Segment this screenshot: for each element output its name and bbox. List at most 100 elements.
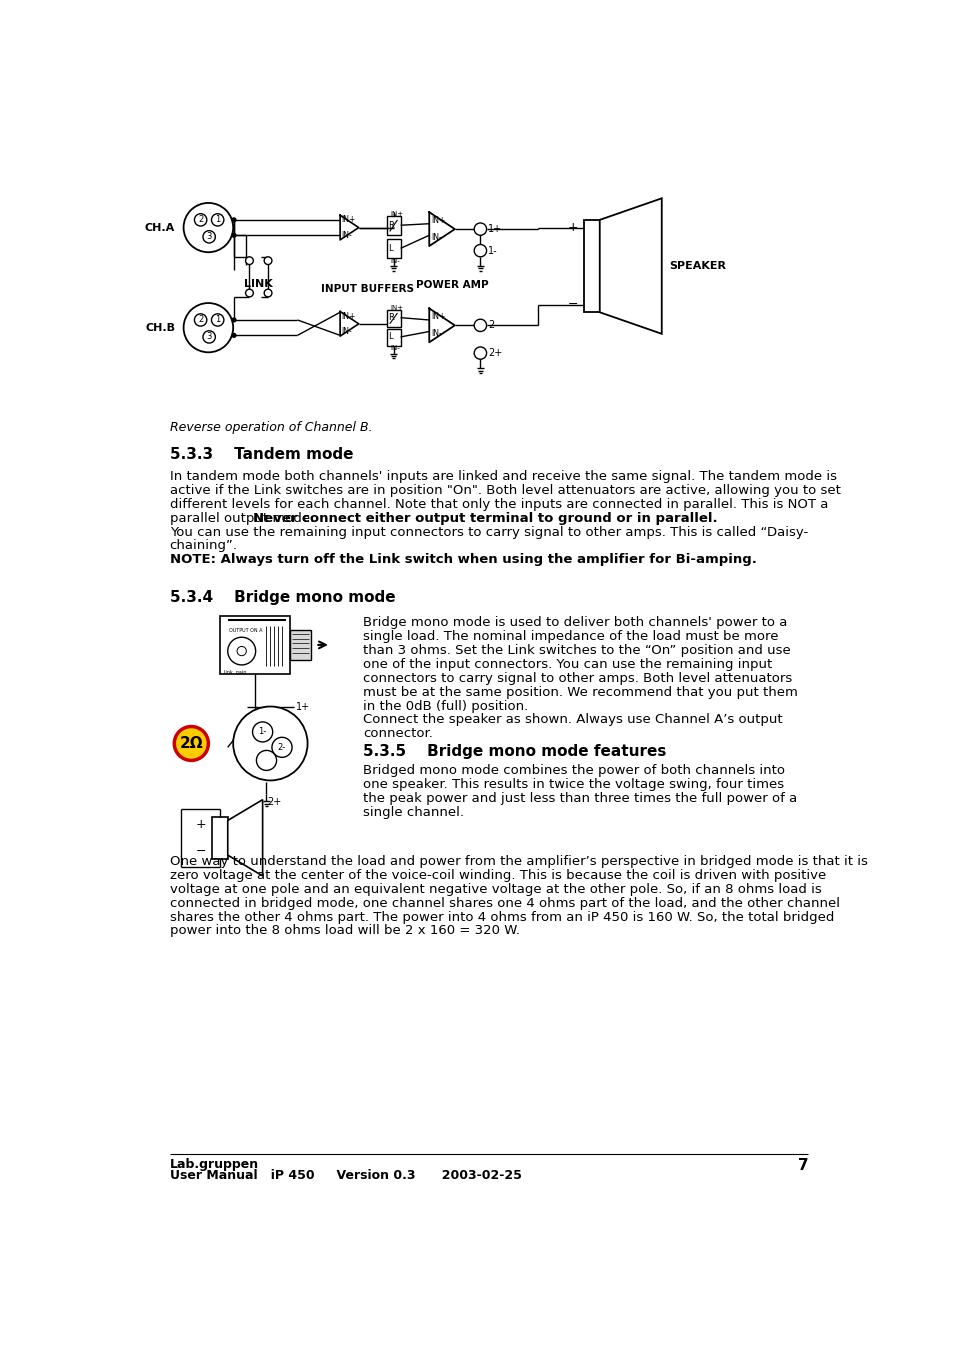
Text: 5.3.3    Tandem mode: 5.3.3 Tandem mode	[170, 447, 353, 462]
Bar	[290, 631, 311, 659]
Text: 1-: 1-	[488, 246, 497, 255]
Circle shape	[232, 218, 235, 222]
Text: +: +	[195, 817, 206, 831]
Text: OUTPUT ON A: OUTPUT ON A	[229, 628, 262, 634]
Text: User Manual   iP 450     Version 0.3      2003-02-25: User Manual iP 450 Version 0.3 2003-02-2…	[170, 1169, 521, 1182]
Circle shape	[174, 727, 208, 761]
Text: 2: 2	[198, 316, 203, 324]
Text: SPEAKER: SPEAKER	[669, 261, 726, 272]
Text: power into the 8 ohms load will be 2 x 160 = 320 W.: power into the 8 ohms load will be 2 x 1…	[170, 924, 519, 938]
Text: INPUT BUFFERS: INPUT BUFFERS	[320, 284, 414, 295]
Circle shape	[194, 213, 207, 226]
Text: IN-: IN-	[341, 231, 352, 239]
Text: 1+: 1+	[295, 701, 310, 712]
Text: L: L	[388, 245, 393, 253]
Circle shape	[183, 203, 233, 253]
Text: LINK: LINK	[244, 278, 273, 289]
Text: IN-: IN-	[390, 258, 400, 263]
Circle shape	[203, 331, 215, 343]
Bar	[386, 216, 400, 235]
Circle shape	[232, 317, 235, 322]
Text: link  gain: link gain	[224, 670, 246, 676]
Circle shape	[474, 347, 486, 359]
Text: connected in bridged mode, one channel shares one 4 ohms part of the load, and t: connected in bridged mode, one channel s…	[170, 897, 839, 909]
Circle shape	[183, 303, 233, 353]
Text: single load. The nominal impedance of the load must be more: single load. The nominal impedance of th…	[363, 631, 778, 643]
Text: 2-: 2-	[488, 320, 497, 331]
Bar	[220, 616, 290, 674]
Text: the peak power and just less than three times the full power of a: the peak power and just less than three …	[363, 792, 797, 805]
Text: CH.B: CH.B	[145, 323, 174, 332]
Circle shape	[245, 289, 253, 297]
Bar	[386, 330, 400, 346]
Text: Bridged mono mode combines the power of both channels into: Bridged mono mode combines the power of …	[363, 765, 784, 777]
Text: zero voltage at the center of the voice-coil winding. This is because the coil i: zero voltage at the center of the voice-…	[170, 869, 825, 882]
Circle shape	[253, 721, 273, 742]
Text: IN-: IN-	[390, 346, 400, 351]
Text: You can use the remaining input connectors to carry signal to other amps. This i: You can use the remaining input connecto…	[170, 526, 807, 539]
Circle shape	[212, 213, 224, 226]
Circle shape	[212, 313, 224, 326]
Text: shares the other 4 ohms part. The power into 4 ohms from an iP 450 is 160 W. So,: shares the other 4 ohms part. The power …	[170, 911, 833, 924]
Text: connector.: connector.	[363, 727, 433, 740]
Bar	[212, 816, 228, 859]
Text: 2Ω: 2Ω	[179, 736, 203, 751]
Circle shape	[203, 231, 215, 243]
Text: NOTE: Always turn off the Link switch when using the amplifier for Bi-amping.: NOTE: Always turn off the Link switch wh…	[170, 554, 756, 566]
Text: single channel.: single channel.	[363, 805, 464, 819]
Text: Never connect either output terminal to ground or in parallel.: Never connect either output terminal to …	[253, 512, 718, 524]
Bar	[386, 309, 400, 327]
Circle shape	[256, 750, 276, 770]
Text: must be at the same position. We recommend that you put them: must be at the same position. We recomme…	[363, 686, 798, 698]
Text: 3: 3	[206, 332, 212, 342]
Text: one of the input connectors. You can use the remaining input: one of the input connectors. You can use…	[363, 658, 772, 671]
Text: active if the Link switches are in position "On". Both level attenuators are act: active if the Link switches are in posit…	[170, 484, 840, 497]
Circle shape	[245, 257, 253, 265]
Text: IN-: IN-	[431, 330, 441, 338]
Text: IN+: IN+	[431, 312, 445, 322]
Text: chaining”.: chaining”.	[170, 539, 237, 553]
Polygon shape	[228, 800, 262, 875]
Text: connectors to carry signal to other amps. Both level attenuators: connectors to carry signal to other amps…	[363, 671, 792, 685]
Text: POWER AMP: POWER AMP	[416, 280, 488, 290]
Text: 1: 1	[214, 316, 220, 324]
Text: one speaker. This results in twice the voltage swing, four times: one speaker. This results in twice the v…	[363, 778, 783, 792]
Circle shape	[474, 319, 486, 331]
Text: 2+: 2+	[267, 797, 281, 808]
Text: IN+: IN+	[431, 216, 445, 226]
Circle shape	[236, 646, 246, 655]
Text: 5.3.5    Bridge mono mode features: 5.3.5 Bridge mono mode features	[363, 744, 666, 759]
Text: 2: 2	[198, 215, 203, 224]
Circle shape	[232, 234, 235, 238]
Text: IN-: IN-	[341, 327, 352, 336]
Text: parallel output mode.: parallel output mode.	[170, 512, 317, 524]
Text: IN+: IN+	[390, 211, 403, 216]
Text: IN-: IN-	[431, 234, 441, 242]
Circle shape	[474, 245, 486, 257]
Text: 7: 7	[797, 1158, 807, 1173]
Polygon shape	[340, 312, 358, 336]
Text: −: −	[195, 844, 206, 858]
Bar	[386, 239, 400, 258]
Text: 3: 3	[206, 232, 212, 242]
Text: One way to understand the load and power from the amplifier’s perspective in bri: One way to understand the load and power…	[170, 855, 866, 869]
Polygon shape	[599, 199, 661, 334]
Text: −: −	[567, 299, 578, 311]
Circle shape	[264, 289, 272, 297]
Text: 2+: 2+	[488, 349, 502, 358]
Text: IN+: IN+	[341, 215, 355, 224]
Text: R: R	[388, 313, 394, 322]
Text: 1+: 1+	[488, 224, 501, 234]
Text: IN+: IN+	[341, 312, 355, 320]
Text: In tandem mode both channels' inputs are linked and receive the same signal. The: In tandem mode both channels' inputs are…	[170, 470, 836, 484]
Text: voltage at one pole and an equivalent negative voltage at the other pole. So, if: voltage at one pole and an equivalent ne…	[170, 882, 821, 896]
Text: than 3 ohms. Set the Link switches to the “On” position and use: than 3 ohms. Set the Link switches to th…	[363, 644, 790, 657]
Text: IN+: IN+	[390, 304, 403, 311]
Polygon shape	[429, 308, 455, 342]
Circle shape	[232, 334, 235, 338]
Text: different levels for each channel. Note that only the inputs are connected in pa: different levels for each channel. Note …	[170, 497, 827, 511]
Text: 1: 1	[214, 215, 220, 224]
Text: CH.A: CH.A	[145, 223, 174, 232]
Text: 5.3.4    Bridge mono mode: 5.3.4 Bridge mono mode	[170, 590, 395, 605]
Text: L: L	[388, 332, 393, 342]
